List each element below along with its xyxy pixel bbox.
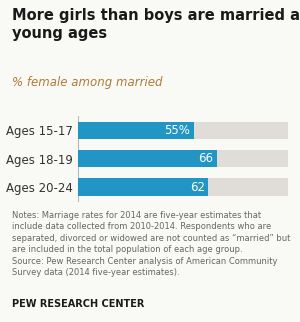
Bar	[78, 122, 194, 139]
Text: 62: 62	[190, 181, 205, 194]
Text: More girls than boys are married at
young ages: More girls than boys are married at youn…	[12, 8, 300, 41]
Bar	[78, 150, 288, 167]
Text: % female among married: % female among married	[12, 76, 163, 89]
Bar	[78, 122, 288, 139]
Text: 55%: 55%	[164, 124, 190, 137]
Text: PEW RESEARCH CENTER: PEW RESEARCH CENTER	[12, 299, 144, 309]
Text: Notes: Marriage rates for 2014 are five-year estimates that
include data collect: Notes: Marriage rates for 2014 are five-…	[12, 211, 290, 277]
Text: 66: 66	[199, 152, 214, 165]
Bar	[78, 178, 288, 195]
Bar	[78, 150, 217, 167]
Bar	[78, 178, 208, 195]
